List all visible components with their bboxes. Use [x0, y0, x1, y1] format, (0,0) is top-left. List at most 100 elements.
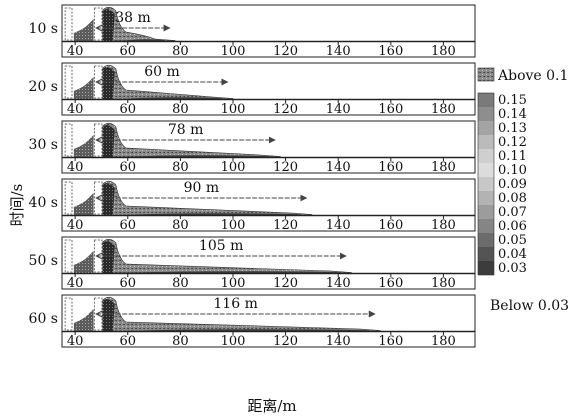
- distance-arrow-tail: [95, 24, 103, 32]
- panel-frame: [61, 62, 476, 116]
- time-label: 20 s: [29, 79, 58, 95]
- plume-core: [102, 9, 115, 41]
- colorbar-above-label: Above 0.1: [497, 68, 568, 84]
- colorbar-outline: [477, 92, 495, 276]
- distance-label: 60 m: [144, 64, 180, 80]
- x-tick-label: 120: [273, 276, 298, 291]
- x-tick-label: 100: [221, 44, 246, 59]
- x-tick-label: 40: [67, 218, 84, 233]
- x-tick-label: 160: [378, 334, 403, 349]
- x-tick-label: 160: [378, 160, 403, 175]
- x-tick-label: 120: [273, 44, 298, 59]
- gate-outline: [93, 181, 103, 215]
- x-tick-label: 180: [431, 102, 456, 117]
- x-tick-label: 60: [119, 334, 136, 349]
- x-tick-label: 120: [273, 334, 298, 349]
- colorbar-level-label: 0.03: [498, 261, 527, 276]
- gate-outline: [93, 65, 103, 99]
- distance-label: 116 m: [213, 296, 257, 312]
- near-bed-layer: [121, 329, 371, 331]
- near-bed-layer: [121, 271, 342, 273]
- colorbar-below-label: Below 0.03: [490, 298, 569, 314]
- colorbar-level-label: 0.11: [498, 149, 527, 164]
- left-wall-outline: [64, 297, 73, 331]
- x-axis-label: 距离/m: [247, 397, 296, 415]
- time-label: 30 s: [29, 137, 58, 153]
- colorbar-swatch: [478, 219, 494, 233]
- panel-frame: [61, 4, 476, 58]
- x-tick-label: 100: [221, 218, 246, 233]
- x-tick-label: 160: [378, 44, 403, 59]
- x-tick-label: 140: [326, 276, 351, 291]
- colorbar: Above 0.10.150.140.130.120.110.100.090.0…: [477, 67, 569, 314]
- x-tick-label: 40: [67, 160, 84, 175]
- plume-core: [102, 125, 115, 157]
- x-tick-label: 80: [172, 44, 189, 59]
- sediment-plume: [102, 180, 313, 216]
- panel-frame: [61, 236, 476, 290]
- colorbar-level-label: 0.05: [498, 233, 527, 248]
- colorbar-swatch: [478, 163, 494, 177]
- x-tick-label: 140: [326, 160, 351, 175]
- interior-spray: [73, 251, 94, 273]
- colorbar-swatch: [478, 93, 494, 107]
- x-tick-label: 80: [172, 102, 189, 117]
- left-wall-outline: [64, 239, 73, 273]
- x-tick-label: 120: [273, 102, 298, 117]
- x-tick-label: 60: [119, 218, 136, 233]
- distance-arrow-tail: [95, 310, 103, 318]
- x-tick-label: 60: [119, 44, 136, 59]
- sediment-plume: [102, 296, 381, 332]
- x-tick-label: 180: [431, 160, 456, 175]
- colorbar-swatch: [478, 135, 494, 149]
- x-tick-label: 60: [119, 102, 136, 117]
- colorbar-level-label: 0.10: [498, 163, 527, 178]
- sediment-plume: [102, 64, 234, 100]
- colorbar-level-label: 0.07: [498, 205, 527, 220]
- colorbar-swatch: [478, 107, 494, 121]
- x-tick-label: 120: [273, 160, 298, 175]
- colorbar-swatch: [478, 149, 494, 163]
- plume-core: [102, 299, 115, 331]
- panel-1: 38 m 10 s 40 60 80 100 120 140 160 180: [29, 4, 476, 59]
- x-tick-label: 100: [221, 334, 246, 349]
- x-tick-label: 160: [378, 276, 403, 291]
- x-tick-label: 80: [172, 334, 189, 349]
- time-label: 60 s: [29, 311, 58, 327]
- distance-label: 105 m: [199, 238, 243, 254]
- colorbar-level-label: 0.04: [498, 247, 527, 262]
- distance-arrow-tail: [95, 136, 103, 144]
- x-tick-label: 180: [431, 276, 456, 291]
- colorbar-level-label: 0.06: [498, 219, 527, 234]
- x-tick-label: 180: [431, 44, 456, 59]
- panel-frame: [61, 178, 476, 232]
- sediment-plume: [102, 238, 352, 274]
- distance-arrow-tail: [95, 252, 103, 260]
- panel-4: 90 m 40 s 40 60 80 100 120 140 160 180: [29, 178, 476, 233]
- x-tick-label: 100: [221, 102, 246, 117]
- panel-5: 105 m 50 s 40 60 80 100 120 140 160 180: [29, 236, 476, 291]
- near-bed-layer: [121, 97, 223, 99]
- plume-core: [102, 241, 115, 273]
- panel-6: 116 m 60 s 40 60 80 100 120 140 160 180: [29, 294, 476, 349]
- x-tick-label: 140: [326, 102, 351, 117]
- left-wall-outline: [64, 181, 73, 215]
- sediment-plume: [102, 6, 176, 42]
- sediment-plume: [102, 122, 281, 158]
- x-tick-label: 40: [67, 44, 84, 59]
- panel-3: 78 m 30 s 40 60 80 100 120 140 160 180: [29, 120, 476, 175]
- x-tick-label: 140: [326, 334, 351, 349]
- colorbar-swatch: [478, 261, 494, 275]
- x-tick-label: 160: [378, 218, 403, 233]
- panel-frame: [61, 120, 476, 174]
- time-label: 50 s: [29, 253, 58, 269]
- x-tick-label: 40: [67, 102, 84, 117]
- time-label: 40 s: [29, 195, 58, 211]
- colorbar-swatch: [478, 205, 494, 219]
- colorbar-level-label: 0.08: [498, 191, 527, 206]
- plume-core: [102, 183, 115, 215]
- colorbar-level-label: 0.12: [498, 135, 527, 150]
- interior-spray: [73, 135, 94, 157]
- x-tick-label: 100: [221, 160, 246, 175]
- x-tick-label: 120: [273, 218, 298, 233]
